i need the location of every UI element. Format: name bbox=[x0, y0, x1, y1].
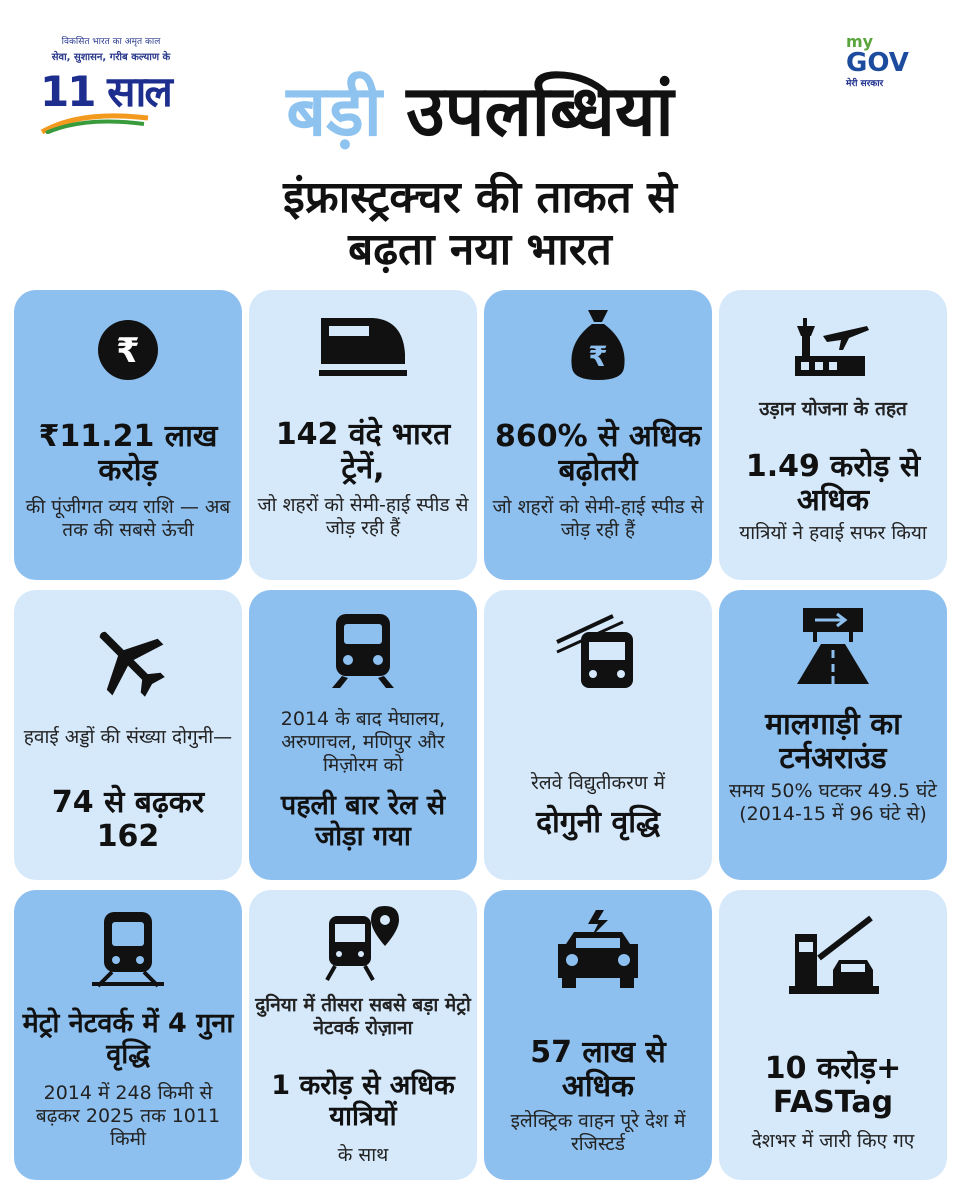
card-freight: मालगाड़ी का टर्नअराउंड समय 50% घटकर 49.5… bbox=[719, 590, 947, 880]
airplane-icon bbox=[14, 620, 242, 700]
logo-tagline-1: विकसित भारत का अमृत काल bbox=[61, 37, 161, 47]
logo-number: 11 bbox=[40, 67, 96, 116]
card-capex-highlight: ₹11.21 लाख करोड़ bbox=[38, 419, 218, 488]
card-metro-highlight: मेट्रो नेटवर्क में 4 गुना वृद्धि bbox=[22, 1008, 234, 1070]
card-capex: ₹ ₹11.21 लाख करोड़ की पूंजीगत व्यय राशि … bbox=[14, 290, 242, 580]
card-freight-highlight: मालगाड़ी का टर्नअराउंड bbox=[765, 707, 901, 776]
card-metro-text: 2014 में 248 किमी से बढ़कर 2025 तक 1011 … bbox=[35, 1082, 221, 1150]
highway-icon bbox=[719, 604, 947, 686]
card-airports-pre: हवाई अड्डों की संख्या दोगुनी— bbox=[23, 726, 233, 748]
electric-train-icon bbox=[484, 612, 712, 692]
card-vande-bharat-text: जो शहरों को सेमी-हाई स्पीड से जोड़ रही ह… bbox=[257, 494, 469, 539]
subtitle-line-2: बढ़ता नया भारत bbox=[348, 224, 612, 275]
card-udan: उड़ान योजना के तहत 1.49 करोड़ से अधिक या… bbox=[719, 290, 947, 580]
card-airports: हवाई अड्डों की संख्या दोगुनी— 74 से बढ़क… bbox=[14, 590, 242, 880]
logo-big-text: 11 साल bbox=[40, 62, 173, 119]
page-title: बड़ी उपलब्धियां bbox=[0, 68, 960, 154]
card-vande-bharat-highlight: 142 वंदे भारत ट्रेनें, bbox=[275, 417, 451, 486]
card-northeast-highlight: पहली बार रेल से जोड़ा गया bbox=[280, 790, 446, 852]
card-electrification: रेलवे विद्युतीकरण में दोगुनी वृद्धि bbox=[484, 590, 712, 880]
logo-arc-icon bbox=[40, 113, 149, 134]
money-bag-icon: ₹ bbox=[484, 306, 712, 382]
mygov-subtitle: मेरी सरकार bbox=[846, 79, 884, 89]
card-fastag: 10 करोड़+ FASTag देशभर में जारी किए गए bbox=[719, 890, 947, 1180]
mygov-gov: GOV bbox=[846, 48, 909, 78]
card-fastag-text: देशभर में जारी किए गए bbox=[751, 1130, 915, 1152]
card-growth: ₹ 860% से अधिक बढ़ोतरी जो शहरों को सेमी-… bbox=[484, 290, 712, 580]
metro-train-icon bbox=[14, 908, 242, 988]
card-udan-text: यात्रियों ने हवाई सफर किया bbox=[739, 522, 927, 544]
card-metro-network-highlight: 1 करोड़ से अधिक यात्रियों bbox=[271, 1070, 455, 1132]
bullet-train-icon bbox=[249, 312, 477, 378]
svg-text:₹: ₹ bbox=[116, 331, 140, 371]
svg-text:₹: ₹ bbox=[588, 340, 607, 373]
card-capex-text: की पूंजीगत व्यय राशि — अब तक की सबसे ऊंच… bbox=[25, 496, 231, 541]
metro-location-icon bbox=[249, 902, 477, 982]
card-airports-highlight: 74 से बढ़कर 162 bbox=[51, 785, 205, 854]
card-metro: मेट्रो नेटवर्क में 4 गुना वृद्धि 2014 मे… bbox=[14, 890, 242, 1180]
title-part-1: बड़ी bbox=[286, 70, 382, 152]
page-subtitle: इंफ्रास्ट्रक्चर की ताकत से बढ़ता नया भार… bbox=[0, 172, 960, 276]
logo-11-saal: विकसित भारत का अमृत काल सेवा, सुशासन, गर… bbox=[36, 34, 196, 134]
card-metro-network: दुनिया में तीसरा सबसे बड़ा मेट्रो नेटवर्… bbox=[249, 890, 477, 1180]
title-part-2: उपलब्धियां bbox=[406, 70, 674, 152]
card-ev: 57 लाख से अधिक इलेक्ट्रिक वाहन पूरे देश … bbox=[484, 890, 712, 1180]
card-growth-highlight: 860% से अधिक बढ़ोतरी bbox=[494, 419, 702, 488]
logo-tagline-2: सेवा, सुशासन, गरीब कल्याण के bbox=[51, 52, 171, 63]
toll-gate-icon bbox=[719, 914, 947, 1004]
rupee-circle-icon: ₹ bbox=[14, 318, 242, 382]
card-electrification-pre: रेलवे विद्युतीकरण में bbox=[531, 772, 665, 794]
train-front-icon bbox=[249, 610, 477, 690]
card-metro-network-text: के साथ bbox=[337, 1144, 389, 1166]
card-udan-pre: उड़ान योजना के तहत bbox=[759, 398, 907, 420]
mygov-logo: my GOV मेरी सरकार bbox=[846, 32, 926, 90]
card-northeast-pre: 2014 के बाद मेघालय, अरुणाचल, मणिपुर और म… bbox=[280, 708, 446, 776]
mygov-my: my bbox=[846, 32, 874, 51]
card-ev-highlight: 57 लाख से अधिक bbox=[530, 1035, 666, 1104]
airport-tower-icon bbox=[719, 312, 947, 378]
subtitle-line-1: इंफ्रास्ट्रक्चर की ताकत से bbox=[283, 172, 677, 223]
card-metro-network-pre: दुनिया में तीसरा सबसे बड़ा मेट्रो नेटवर्… bbox=[255, 994, 471, 1039]
card-freight-text: समय 50% घटकर 49.5 घंटे (2014-15 में 96 घ… bbox=[729, 780, 937, 825]
card-vande-bharat: 142 वंदे भारत ट्रेनें, जो शहरों को सेमी-… bbox=[249, 290, 477, 580]
electric-car-icon bbox=[484, 908, 712, 992]
card-northeast-rail: 2014 के बाद मेघालय, अरुणाचल, मणिपुर और म… bbox=[249, 590, 477, 880]
logo-word: साल bbox=[107, 67, 173, 116]
card-electrification-highlight: दोगुनी वृद्धि bbox=[536, 805, 660, 840]
card-fastag-highlight: 10 करोड़+ FASTag bbox=[764, 1051, 902, 1120]
card-udan-highlight: 1.49 करोड़ से अधिक bbox=[745, 449, 921, 518]
card-growth-text: जो शहरों को सेमी-हाई स्पीड से जोड़ रही ह… bbox=[492, 496, 704, 541]
card-ev-text: इलेक्ट्रिक वाहन पूरे देश में रजिस्टर्ड bbox=[510, 1110, 686, 1155]
